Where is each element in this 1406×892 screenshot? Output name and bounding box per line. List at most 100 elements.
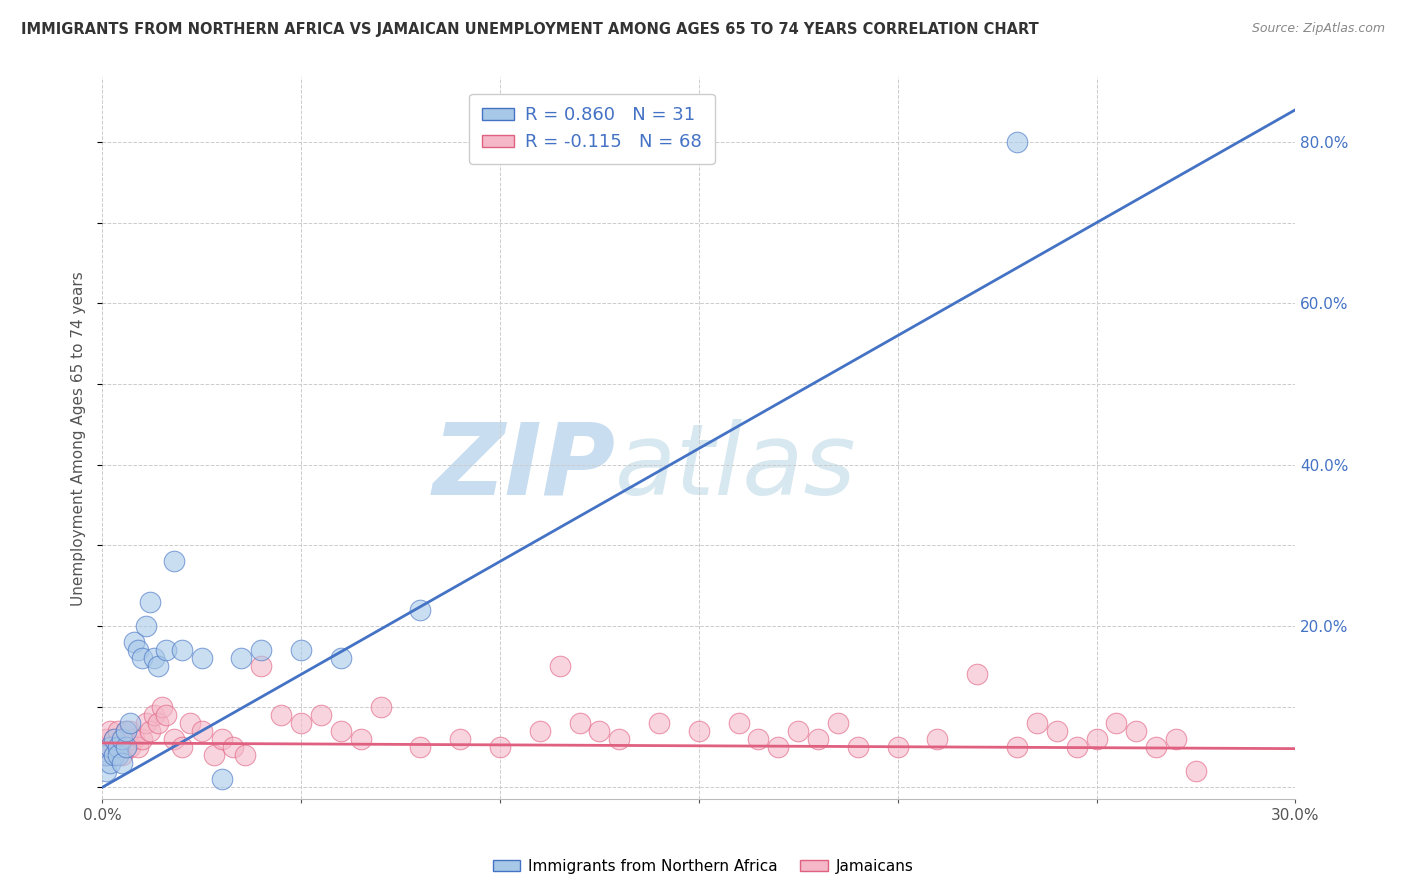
Point bbox=[155, 643, 177, 657]
Point bbox=[329, 651, 352, 665]
Point bbox=[118, 739, 141, 754]
Point bbox=[1005, 135, 1028, 149]
Point bbox=[568, 715, 591, 730]
Y-axis label: Unemployment Among Ages 65 to 74 years: Unemployment Among Ages 65 to 74 years bbox=[72, 271, 86, 606]
Point bbox=[96, 764, 118, 779]
Text: IMMIGRANTS FROM NORTHERN AFRICA VS JAMAICAN UNEMPLOYMENT AMONG AGES 65 TO 74 YEA: IMMIGRANTS FROM NORTHERN AFRICA VS JAMAI… bbox=[21, 22, 1039, 37]
Point bbox=[190, 651, 212, 665]
Point bbox=[111, 748, 134, 763]
Point bbox=[211, 731, 233, 746]
Point bbox=[122, 731, 145, 746]
Point bbox=[150, 699, 173, 714]
Text: Source: ZipAtlas.com: Source: ZipAtlas.com bbox=[1251, 22, 1385, 36]
Point bbox=[807, 731, 830, 746]
Point bbox=[607, 731, 630, 746]
Point bbox=[329, 723, 352, 738]
Point bbox=[118, 715, 141, 730]
Point bbox=[270, 707, 292, 722]
Point bbox=[309, 707, 332, 722]
Point bbox=[139, 723, 162, 738]
Point bbox=[107, 748, 129, 763]
Point bbox=[350, 731, 373, 746]
Point bbox=[115, 723, 138, 738]
Point bbox=[1185, 764, 1208, 779]
Point bbox=[529, 723, 551, 738]
Point bbox=[131, 651, 153, 665]
Point bbox=[250, 643, 273, 657]
Point bbox=[135, 619, 157, 633]
Point bbox=[127, 643, 149, 657]
Point bbox=[115, 739, 138, 754]
Point bbox=[222, 739, 245, 754]
Point bbox=[163, 554, 186, 568]
Point bbox=[211, 772, 233, 787]
Point bbox=[1005, 739, 1028, 754]
Point bbox=[179, 715, 201, 730]
Point bbox=[409, 603, 432, 617]
Point bbox=[142, 707, 165, 722]
Point bbox=[98, 756, 121, 771]
Point bbox=[190, 723, 212, 738]
Point bbox=[290, 715, 312, 730]
Point bbox=[98, 739, 121, 754]
Point bbox=[370, 699, 392, 714]
Point bbox=[98, 723, 121, 738]
Point bbox=[170, 739, 193, 754]
Text: atlas: atlas bbox=[616, 419, 856, 516]
Point bbox=[111, 731, 134, 746]
Point bbox=[966, 667, 988, 681]
Point bbox=[548, 659, 571, 673]
Text: ZIP: ZIP bbox=[432, 419, 616, 516]
Point bbox=[163, 731, 186, 746]
Point bbox=[727, 715, 749, 730]
Point bbox=[135, 715, 157, 730]
Point bbox=[688, 723, 710, 738]
Point bbox=[103, 748, 125, 763]
Point bbox=[96, 748, 118, 763]
Point bbox=[409, 739, 432, 754]
Point bbox=[449, 731, 471, 746]
Point bbox=[96, 748, 118, 763]
Point bbox=[886, 739, 908, 754]
Point bbox=[118, 723, 141, 738]
Point bbox=[96, 731, 118, 746]
Point bbox=[1166, 731, 1188, 746]
Point bbox=[827, 715, 849, 730]
Point bbox=[139, 595, 162, 609]
Point bbox=[235, 748, 257, 763]
Point bbox=[1144, 739, 1167, 754]
Point bbox=[846, 739, 869, 754]
Point bbox=[111, 756, 134, 771]
Point bbox=[768, 739, 790, 754]
Point bbox=[122, 635, 145, 649]
Point bbox=[202, 748, 225, 763]
Point bbox=[103, 731, 125, 746]
Point bbox=[927, 731, 949, 746]
Point bbox=[747, 731, 769, 746]
Point bbox=[155, 707, 177, 722]
Point bbox=[170, 643, 193, 657]
Legend: Immigrants from Northern Africa, Jamaicans: Immigrants from Northern Africa, Jamaica… bbox=[486, 853, 920, 880]
Point bbox=[1105, 715, 1128, 730]
Point bbox=[290, 643, 312, 657]
Point bbox=[142, 651, 165, 665]
Point bbox=[231, 651, 253, 665]
Legend: R = 0.860   N = 31, R = -0.115   N = 68: R = 0.860 N = 31, R = -0.115 N = 68 bbox=[470, 94, 714, 164]
Point bbox=[103, 748, 125, 763]
Point bbox=[127, 739, 149, 754]
Point bbox=[103, 731, 125, 746]
Point bbox=[107, 739, 129, 754]
Point bbox=[107, 739, 129, 754]
Point bbox=[98, 739, 121, 754]
Point bbox=[1025, 715, 1047, 730]
Point bbox=[111, 731, 134, 746]
Point bbox=[146, 715, 169, 730]
Point bbox=[107, 723, 129, 738]
Point bbox=[1085, 731, 1108, 746]
Point bbox=[131, 731, 153, 746]
Point bbox=[1125, 723, 1147, 738]
Point bbox=[588, 723, 610, 738]
Point bbox=[489, 739, 512, 754]
Point bbox=[115, 723, 138, 738]
Point bbox=[115, 739, 138, 754]
